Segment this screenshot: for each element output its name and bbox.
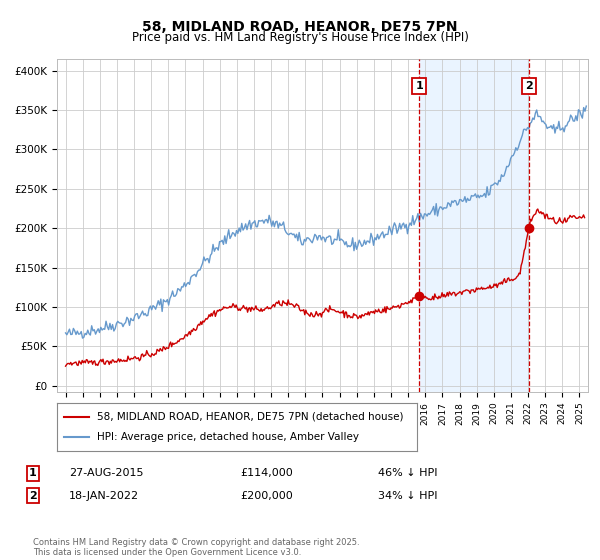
Text: 58, MIDLAND ROAD, HEANOR, DE75 7PN: 58, MIDLAND ROAD, HEANOR, DE75 7PN (142, 20, 458, 34)
Text: 18-JAN-2022: 18-JAN-2022 (69, 491, 139, 501)
Text: £200,000: £200,000 (240, 491, 293, 501)
Text: 2: 2 (525, 81, 533, 91)
Text: 34% ↓ HPI: 34% ↓ HPI (378, 491, 437, 501)
Text: Contains HM Land Registry data © Crown copyright and database right 2025.
This d: Contains HM Land Registry data © Crown c… (33, 538, 359, 557)
Text: 27-AUG-2015: 27-AUG-2015 (69, 468, 143, 478)
Text: HPI: Average price, detached house, Amber Valley: HPI: Average price, detached house, Ambe… (97, 432, 359, 441)
Text: 2: 2 (29, 491, 37, 501)
Text: 46% ↓ HPI: 46% ↓ HPI (378, 468, 437, 478)
Text: £114,000: £114,000 (240, 468, 293, 478)
Text: Price paid vs. HM Land Registry's House Price Index (HPI): Price paid vs. HM Land Registry's House … (131, 31, 469, 44)
Text: 1: 1 (415, 81, 423, 91)
Bar (419, 59, 529, 392)
Text: 1: 1 (29, 468, 37, 478)
Text: 58, MIDLAND ROAD, HEANOR, DE75 7PN (detached house): 58, MIDLAND ROAD, HEANOR, DE75 7PN (deta… (97, 412, 403, 422)
